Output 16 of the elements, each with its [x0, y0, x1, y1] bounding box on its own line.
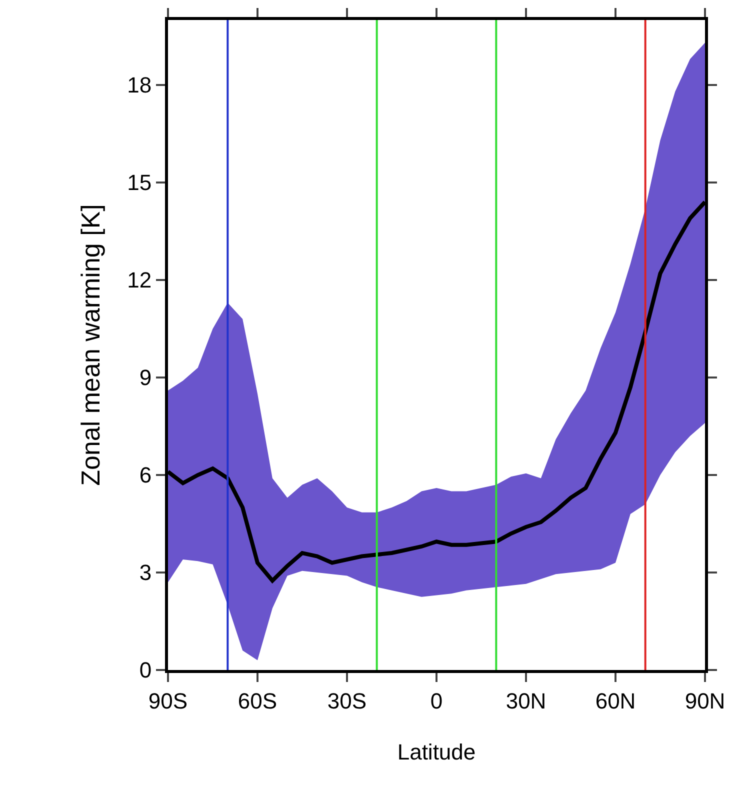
x-tick-label: 0 — [430, 688, 443, 714]
y-tick-label: 9 — [139, 365, 152, 390]
y-tick-label: 6 — [139, 462, 152, 488]
x-tick-label: 90N — [684, 688, 726, 714]
x-tick-label: 60N — [595, 688, 636, 714]
y-tick-label: 3 — [139, 560, 152, 586]
y-axis-title: Zonal mean warming [K] — [76, 204, 106, 486]
x-tick-label: 30N — [506, 688, 546, 714]
x-axis-title: Latitude — [397, 739, 476, 764]
x-tick-label: 90S — [148, 688, 188, 714]
y-tick-label: 18 — [127, 72, 152, 98]
y-tick-label: 15 — [127, 170, 152, 196]
y-tick-label: 0 — [139, 658, 152, 683]
x-tick-label: 60S — [238, 688, 278, 714]
y-tick-label: 12 — [127, 268, 152, 293]
x-tick-label: 30S — [327, 688, 367, 714]
